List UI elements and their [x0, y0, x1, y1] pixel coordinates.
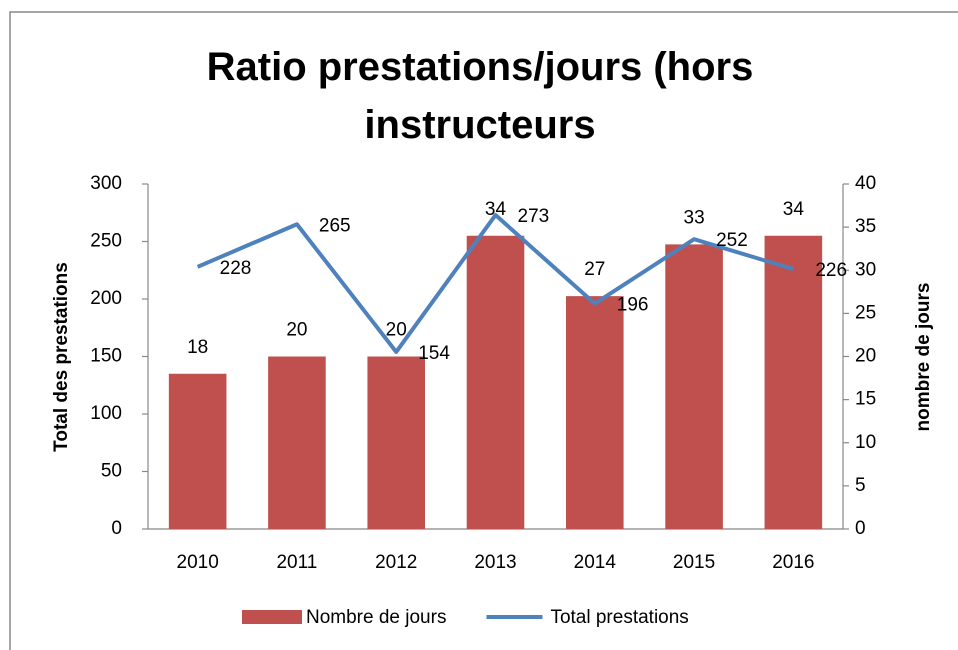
y2-tick-label: 0 — [855, 518, 866, 539]
bar — [764, 235, 823, 529]
bar — [367, 356, 426, 529]
x-tick-label: 2014 — [574, 552, 617, 573]
bar — [565, 296, 624, 529]
y2-axis-label: nombre de jours — [913, 283, 934, 432]
x-tick-label: 2011 — [276, 552, 317, 573]
x-tick-label: 2016 — [772, 552, 814, 573]
y-tick-label: 150 — [90, 346, 122, 367]
y2-tick-label: 5 — [855, 475, 866, 496]
y-tick-label: 0 — [111, 518, 122, 539]
line — [196, 213, 794, 354]
bar — [268, 356, 326, 529]
x-tick-label: 2015 — [673, 552, 715, 573]
line-value-label: 273 — [518, 206, 550, 227]
x-tick-label: 2012 — [375, 552, 417, 573]
line-value-label: 154 — [418, 343, 450, 364]
legend-label: Total prestations — [550, 607, 688, 628]
y2-tick-label: 20 — [855, 346, 876, 367]
x-tick-label: 2010 — [177, 552, 219, 573]
y-tick-label: 300 — [90, 173, 122, 194]
line-value-label: 228 — [220, 258, 252, 279]
bar-value-label: 20 — [286, 320, 307, 341]
chart-title: Ratio prestations/jours (hors instructeu… — [206, 45, 754, 147]
bar-value-label: 34 — [783, 199, 805, 220]
y-tick-label: 100 — [90, 403, 122, 424]
x-tick-label: 2013 — [474, 552, 516, 573]
bar-value-label: 20 — [386, 320, 407, 341]
y-tick-label: 200 — [90, 288, 122, 309]
y2-tick-label: 15 — [855, 389, 876, 410]
bar-value-label: 27 — [584, 259, 605, 280]
y2-tick-label: 40 — [855, 173, 876, 194]
line-value-label: 252 — [716, 230, 748, 251]
bar-value-label: 34 — [485, 199, 507, 220]
line-value-label: 265 — [319, 215, 351, 236]
y-tick-label: 250 — [90, 231, 122, 252]
y-tick-label: 50 — [101, 461, 122, 482]
line-value-label: 196 — [617, 295, 649, 316]
y2-tick-label: 35 — [855, 216, 876, 237]
bar — [466, 235, 525, 529]
bar — [168, 373, 227, 529]
legend-label: Nombre de jours — [306, 607, 446, 628]
legend-swatch — [242, 610, 302, 624]
bar-value-label: 33 — [684, 207, 705, 228]
y2-tick-label: 10 — [855, 432, 876, 453]
y2-tick-label: 25 — [855, 302, 876, 323]
line-value-label: 226 — [815, 260, 847, 281]
y2-tick-label: 30 — [855, 259, 876, 280]
y-axis-label: Total des prestations — [51, 262, 72, 452]
bar — [665, 244, 723, 529]
bar-value-label: 18 — [187, 337, 208, 358]
